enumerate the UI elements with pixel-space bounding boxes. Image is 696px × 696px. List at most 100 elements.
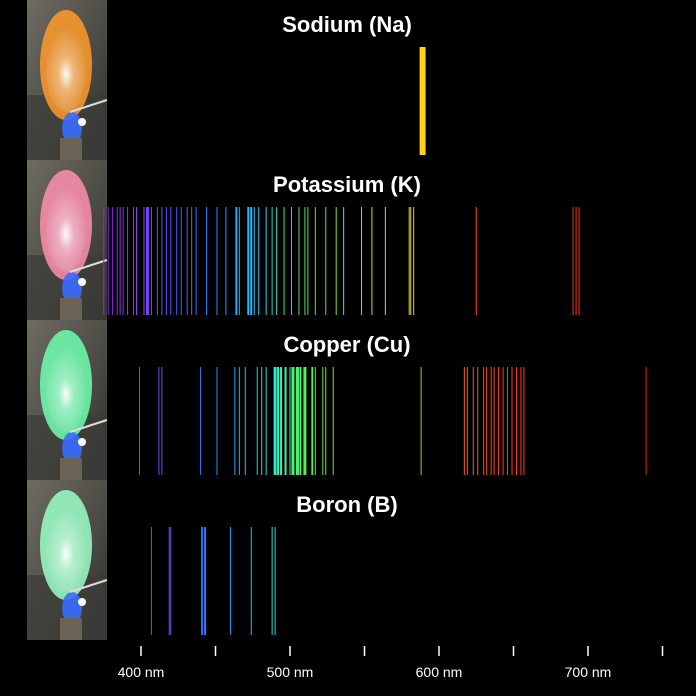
emission-line <box>253 207 255 315</box>
emission-line <box>466 367 468 475</box>
emission-line <box>493 367 495 475</box>
emission-line <box>191 207 193 315</box>
emission-line <box>229 527 231 635</box>
wavelength-axis <box>140 646 664 656</box>
flame-photo-sodium <box>27 0 108 160</box>
emission-line <box>186 207 188 315</box>
emission-line <box>413 207 415 315</box>
emission-line <box>150 527 152 635</box>
spectrum-sodium <box>419 47 426 155</box>
emission-line <box>314 367 316 475</box>
emission-line <box>515 367 517 475</box>
emission-line <box>304 207 306 315</box>
burner-nozzle <box>60 298 82 320</box>
emission-line <box>136 207 138 315</box>
emission-line <box>332 367 334 475</box>
sample-bead <box>78 438 86 446</box>
emission-line <box>410 207 412 315</box>
emission-line <box>247 207 250 315</box>
emission-line <box>502 367 504 475</box>
emission-line <box>472 367 474 475</box>
emission-line <box>271 207 273 315</box>
emission-line <box>291 367 295 475</box>
emission-line <box>238 367 240 475</box>
emission-line <box>204 527 207 635</box>
emission-line <box>280 367 283 475</box>
emission-line <box>523 367 525 475</box>
emission-line <box>295 367 299 475</box>
tick-label-700: 700 nm <box>564 664 612 680</box>
emission-line <box>170 207 172 315</box>
title-potassium: Potassium (K) <box>273 172 421 197</box>
emission-line <box>511 367 513 475</box>
emission-line <box>507 367 509 475</box>
emission-line <box>408 207 410 315</box>
emission-line <box>575 207 577 315</box>
title-sodium: Sodium (Na) <box>282 12 412 37</box>
emission-line <box>299 367 302 475</box>
emission-line <box>250 207 253 315</box>
emission-line <box>303 367 307 475</box>
emission-line <box>384 207 386 315</box>
emission-line <box>343 207 345 315</box>
emission-line <box>325 367 327 475</box>
burner-nozzle <box>60 618 82 640</box>
emission-line <box>127 207 129 315</box>
flame-core <box>46 188 86 272</box>
emission-line <box>271 527 273 635</box>
tick-label-400: 400 nm <box>117 664 165 680</box>
emission-line <box>150 207 152 315</box>
emission-line <box>147 207 149 315</box>
emission-line <box>273 367 277 475</box>
test-wire <box>69 99 108 113</box>
tick-label-600: 600 nm <box>415 664 463 680</box>
spectra <box>103 47 647 635</box>
emission-line <box>314 207 316 315</box>
emission-line <box>645 367 647 475</box>
emission-line <box>256 367 258 475</box>
emission-line <box>261 367 263 475</box>
emission-line <box>145 207 148 315</box>
test-wire <box>69 259 108 273</box>
flame-photo-boron <box>27 480 108 640</box>
burner-blue-flame <box>62 272 82 304</box>
sample-bead <box>78 598 86 606</box>
emission-line <box>283 207 285 315</box>
burner-blue-flame <box>62 592 82 624</box>
emission-line <box>483 367 485 475</box>
emission-line <box>156 207 158 315</box>
flame-core <box>46 28 86 112</box>
spectrum-boron <box>150 527 276 635</box>
burner-blue-flame <box>62 432 82 464</box>
tick-label-500: 500 nm <box>266 664 314 680</box>
emission-line <box>298 207 300 315</box>
flame-photos <box>27 0 108 640</box>
spectrum-potassium <box>103 207 580 315</box>
emission-line <box>161 207 163 315</box>
emission-line <box>201 527 204 635</box>
emission-line <box>498 367 500 475</box>
emission-line <box>216 207 218 315</box>
emission-line <box>277 367 280 475</box>
emission-line <box>180 207 182 315</box>
emission-line <box>572 207 574 315</box>
emission-line <box>265 207 267 315</box>
flame-photo-copper <box>27 320 108 480</box>
emission-line <box>325 207 327 315</box>
emission-line <box>276 207 278 315</box>
title-copper: Copper (Cu) <box>283 332 411 357</box>
burner-blue-flame <box>62 112 82 144</box>
emission-line <box>116 207 118 315</box>
emission-line <box>463 367 465 475</box>
emission-line <box>371 207 373 315</box>
emission-line <box>119 207 121 315</box>
emission-line <box>235 207 238 315</box>
emission-line <box>274 527 276 635</box>
emission-line <box>307 207 309 315</box>
test-wire <box>69 419 108 433</box>
emission-line <box>311 367 314 475</box>
emission-line <box>284 367 287 475</box>
emission-line <box>486 367 488 475</box>
emission-line <box>133 207 135 315</box>
